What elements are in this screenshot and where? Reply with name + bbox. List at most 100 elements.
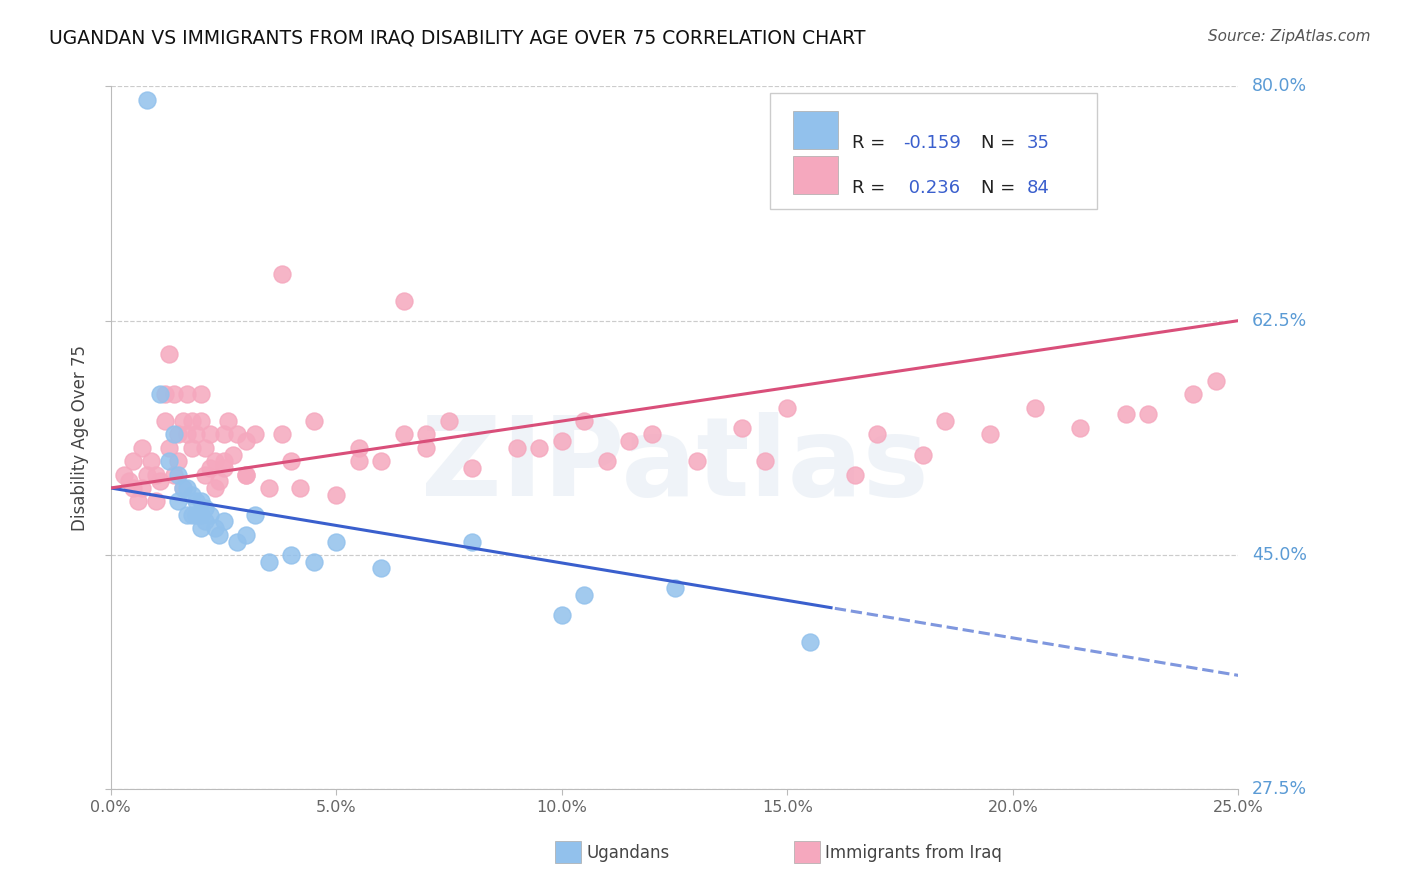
Point: [172, 481, 194, 495]
Text: -0.159: -0.159: [904, 135, 962, 153]
Point: [686, 454, 709, 468]
Point: [226, 427, 249, 442]
Text: 35: 35: [1026, 135, 1049, 153]
Point: [574, 414, 596, 428]
Text: Immigrants from Iraq: Immigrants from Iraq: [825, 844, 1002, 862]
Point: [131, 481, 153, 495]
Text: 84: 84: [1026, 179, 1049, 197]
Point: [979, 427, 1001, 442]
FancyBboxPatch shape: [793, 111, 838, 149]
Point: [392, 293, 415, 308]
Point: [208, 528, 231, 542]
Text: 0.236: 0.236: [904, 179, 960, 197]
Point: [198, 508, 221, 522]
Point: [325, 534, 347, 549]
Point: [271, 267, 294, 281]
Text: Ugandans: Ugandans: [586, 844, 669, 862]
Point: [243, 427, 266, 442]
Point: [135, 467, 157, 482]
Y-axis label: Disability Age Over 75: Disability Age Over 75: [72, 345, 89, 531]
Point: [934, 414, 956, 428]
Point: [271, 427, 294, 442]
Point: [122, 454, 145, 468]
Point: [460, 461, 482, 475]
Point: [176, 508, 198, 522]
Text: UGANDAN VS IMMIGRANTS FROM IRAQ DISABILITY AGE OVER 75 CORRELATION CHART: UGANDAN VS IMMIGRANTS FROM IRAQ DISABILI…: [49, 29, 866, 47]
Text: N =: N =: [981, 179, 1021, 197]
Point: [235, 434, 257, 449]
FancyBboxPatch shape: [793, 155, 838, 194]
Point: [163, 427, 186, 442]
Point: [370, 561, 392, 575]
Point: [212, 427, 235, 442]
Point: [1182, 387, 1205, 401]
Point: [1024, 401, 1046, 415]
Point: [290, 481, 312, 495]
Point: [157, 441, 180, 455]
Point: [415, 427, 437, 442]
Point: [776, 401, 799, 415]
Point: [190, 508, 212, 522]
Point: [135, 93, 157, 107]
Point: [163, 467, 186, 482]
Point: [167, 454, 190, 468]
Point: [118, 475, 141, 489]
Point: [551, 434, 574, 449]
Point: [529, 441, 551, 455]
Point: [911, 448, 934, 462]
Point: [257, 555, 280, 569]
Point: [163, 387, 186, 401]
Point: [181, 508, 204, 522]
Point: [198, 427, 221, 442]
Point: [799, 635, 821, 649]
Point: [176, 387, 198, 401]
Point: [1069, 421, 1091, 435]
FancyBboxPatch shape: [770, 94, 1097, 210]
Point: [641, 427, 664, 442]
Point: [212, 515, 235, 529]
Point: [149, 475, 172, 489]
Point: [186, 427, 208, 442]
Point: [186, 508, 208, 522]
Point: [153, 414, 176, 428]
Point: [122, 481, 145, 495]
Point: [181, 414, 204, 428]
Point: [212, 454, 235, 468]
Point: [754, 454, 776, 468]
Point: [131, 441, 153, 455]
Point: [208, 475, 231, 489]
Point: [212, 461, 235, 475]
Text: R =: R =: [852, 179, 890, 197]
Point: [186, 494, 208, 508]
Point: [664, 582, 686, 596]
Point: [1205, 374, 1227, 388]
Point: [370, 454, 392, 468]
Point: [415, 441, 437, 455]
Point: [235, 467, 257, 482]
Point: [226, 534, 249, 549]
Point: [596, 454, 619, 468]
Point: [145, 467, 167, 482]
Point: [190, 414, 212, 428]
Point: [844, 467, 866, 482]
Point: [190, 494, 212, 508]
Point: [194, 467, 217, 482]
Point: [221, 448, 243, 462]
Point: [153, 387, 176, 401]
Point: [190, 387, 212, 401]
Point: [460, 534, 482, 549]
Text: Source: ZipAtlas.com: Source: ZipAtlas.com: [1208, 29, 1371, 44]
Point: [325, 488, 347, 502]
Point: [243, 508, 266, 522]
Point: [204, 481, 226, 495]
Text: 27.5%: 27.5%: [1251, 780, 1308, 798]
Point: [157, 454, 180, 468]
Point: [551, 608, 574, 623]
Point: [145, 494, 167, 508]
Text: 62.5%: 62.5%: [1251, 311, 1308, 330]
Point: [731, 421, 754, 435]
Point: [167, 494, 190, 508]
Point: [866, 427, 889, 442]
Point: [347, 454, 370, 468]
Point: [167, 467, 190, 482]
